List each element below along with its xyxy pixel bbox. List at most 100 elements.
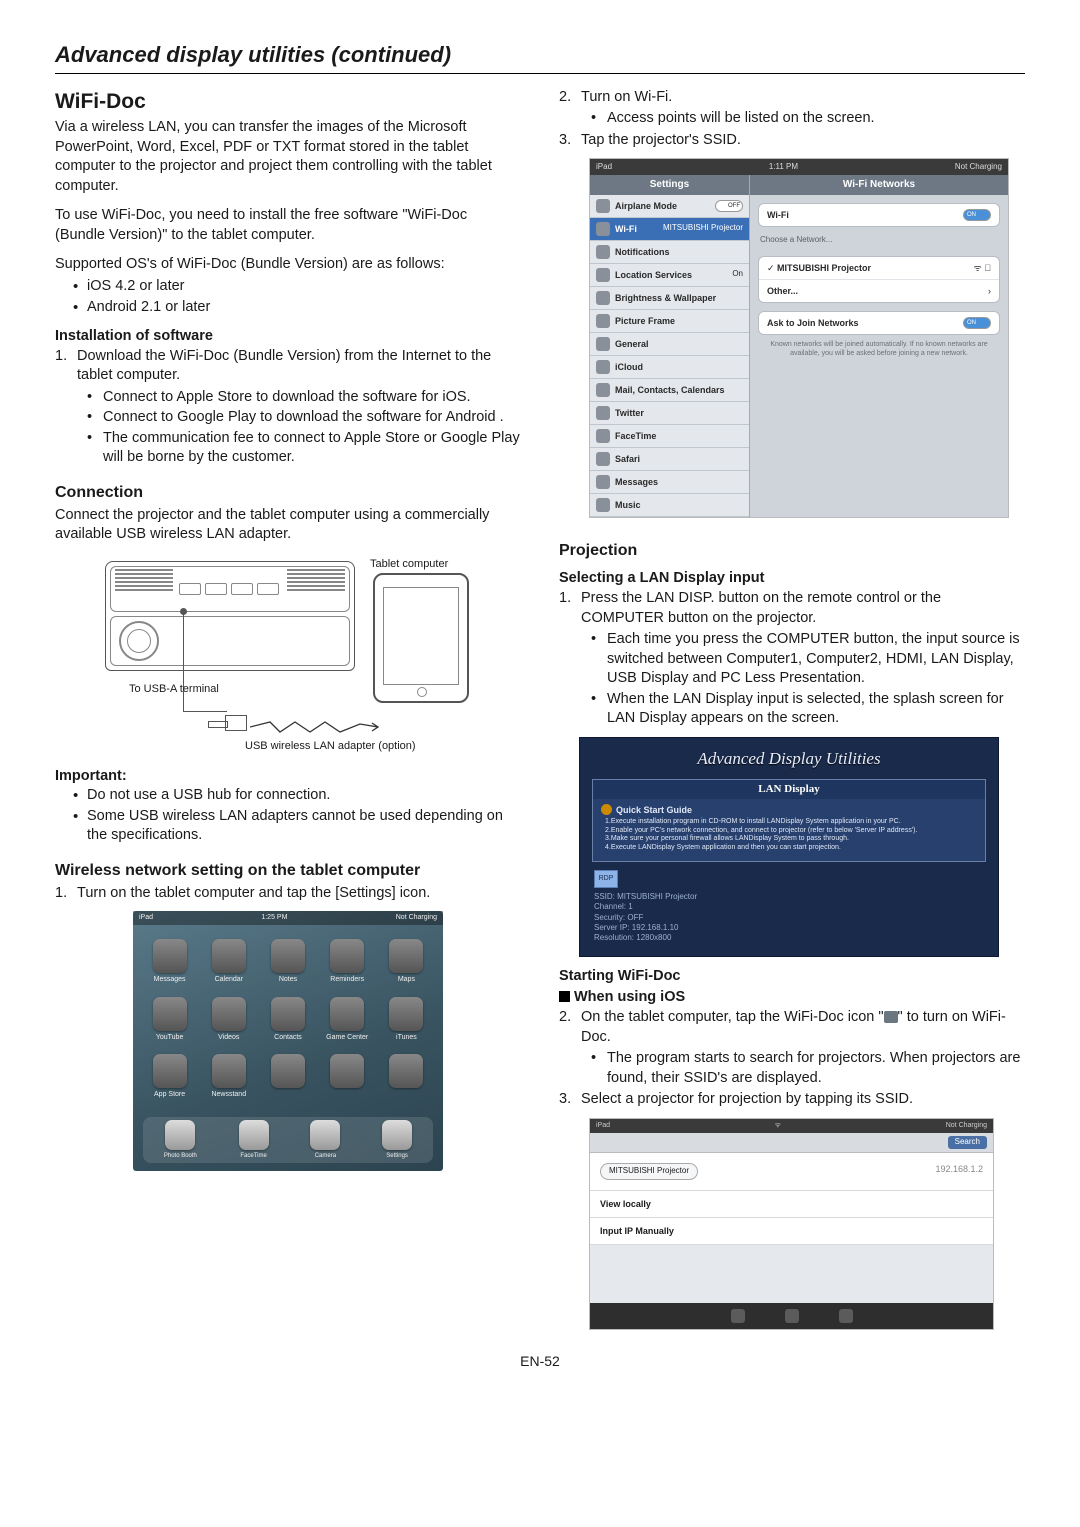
wifi-value: MITSUBISHI Projector (663, 223, 743, 234)
app-icon (389, 1054, 423, 1088)
row-picture-frame[interactable]: Picture Frame (590, 310, 749, 333)
app-blank[interactable] (384, 1054, 429, 1099)
splash-channel: Channel: 1 (594, 902, 984, 912)
ssid-projector-row[interactable]: MITSUBISHI Projector192.168.1.2 (590, 1153, 993, 1191)
app-label: Videos (218, 1033, 239, 1042)
wireless-step-1: 1.Turn on the tablet computer and tap th… (55, 884, 521, 904)
intro-paragraph: Via a wireless LAN, you can transfer the… (55, 118, 521, 196)
wifi-status-bar: iPad 1:11 PM Not Charging (590, 159, 1008, 175)
row-wifi[interactable]: Wi-FiMITSUBISHI Projector (590, 218, 749, 241)
ws-status-l: iPad (596, 162, 612, 173)
app-icon (153, 1054, 187, 1088)
dock-app-Camera[interactable]: Camera (310, 1120, 340, 1160)
wireless-step-1-text: Turn on the tablet computer and tap the … (77, 885, 430, 901)
row-facetime[interactable]: FaceTime (590, 425, 749, 448)
ssid-view-locally[interactable]: View locally (590, 1191, 993, 1218)
app-Videos[interactable]: Videos (206, 997, 251, 1042)
wireless-steps: 1.Turn on the tablet computer and tap th… (55, 884, 521, 904)
network-projector[interactable]: ✓ MITSUBISHI Projectorᯤ ⃝ (759, 257, 999, 280)
app-label: Newsstand (211, 1090, 246, 1099)
os-lead: Supported OS's of WiFi-Doc (Bundle Versi… (55, 255, 521, 275)
row-location[interactable]: Location ServicesOn (590, 264, 749, 287)
notifications-icon (596, 245, 610, 259)
app-icon (330, 997, 364, 1031)
search-button[interactable]: Search (948, 1136, 987, 1149)
wifi-toggle-row[interactable]: Wi-FiON (759, 204, 999, 226)
ask-join-row[interactable]: Ask to Join NetworksON (759, 312, 999, 334)
splash-security: Security: OFF (594, 913, 984, 923)
ws-status-c: 1:11 PM (769, 162, 798, 173)
splash-s1: 1.Execute installation program in CD-ROM… (605, 818, 977, 827)
app-icon (389, 939, 423, 973)
splash-s2: 2.Enable your PC's network connection, a… (605, 827, 977, 836)
notif-label: Notifications (615, 246, 670, 258)
splash-res: Resolution: 1280x800 (594, 933, 984, 943)
dock-app-FaceTime[interactable]: FaceTime (239, 1120, 269, 1160)
right-top-steps: 2.Turn on Wi-Fi. Access points will be l… (559, 88, 1025, 151)
app-icon (389, 997, 423, 1031)
connection-diagram: To USB-A terminal USB wireless LAN adapt… (55, 555, 475, 755)
important-list: Do not use a USB hub for connection. Som… (55, 786, 521, 846)
ask-note: Known networks will be joined automatica… (750, 339, 1008, 364)
app-icon (153, 997, 187, 1031)
ssid-input-manually[interactable]: Input IP Manually (590, 1218, 993, 1245)
app-Calendar[interactable]: Calendar (206, 939, 251, 984)
app-label: Messages (154, 975, 186, 984)
ws-status-r: Not Charging (955, 162, 1002, 173)
app-Contacts[interactable]: Contacts (265, 997, 310, 1042)
app-Newsstand[interactable]: Newsstand (206, 1054, 251, 1099)
app-icon (153, 939, 187, 973)
dock-app-Settings[interactable]: Settings (382, 1120, 412, 1160)
wifi-on-toggle[interactable]: ON (963, 209, 991, 221)
app-App Store[interactable]: App Store (147, 1054, 192, 1099)
adapter-icon (225, 715, 247, 731)
os-android: Android 2.1 or later (73, 298, 521, 318)
row-notifications[interactable]: Notifications (590, 241, 749, 264)
row-music[interactable]: Music (590, 494, 749, 517)
mus-label: Music (615, 499, 641, 511)
loc-label: Location Services (615, 269, 692, 281)
picture-frame-icon (596, 314, 610, 328)
airplane-toggle[interactable]: OFF (715, 200, 743, 212)
splash-steps: 1.Execute installation program in CD-ROM… (601, 818, 977, 853)
splash-title: Advanced Display Utilities (580, 738, 998, 779)
ssid-toolbar: Search (590, 1133, 993, 1153)
step-tap-ssid: 3.Tap the projector's SSID. (559, 131, 1025, 151)
chevron-right-icon: › (988, 285, 991, 297)
install-step-1: 1.Download the WiFi-Doc (Bundle Version)… (55, 347, 521, 468)
app-Reminders[interactable]: Reminders (325, 939, 370, 984)
ask-toggle[interactable]: ON (963, 317, 991, 329)
input-manually-label: Input IP Manually (600, 1225, 674, 1237)
network-other[interactable]: Other... › (759, 280, 999, 302)
dock-app-Photo Booth[interactable]: Photo Booth (164, 1120, 197, 1160)
tablet-icon (373, 573, 469, 703)
app-YouTube[interactable]: YouTube (147, 997, 192, 1042)
other-label: Other... (767, 285, 798, 297)
app-label: Contacts (274, 1033, 302, 1042)
row-messages[interactable]: Messages (590, 471, 749, 494)
row-icloud[interactable]: iCloud (590, 356, 749, 379)
app-Notes[interactable]: Notes (265, 939, 310, 984)
os-ios: iOS 4.2 or later (73, 277, 521, 297)
app-Maps[interactable]: Maps (384, 939, 429, 984)
row-safari[interactable]: Safari (590, 448, 749, 471)
app-Game Center[interactable]: Game Center (325, 997, 370, 1042)
app-blank[interactable] (325, 1054, 370, 1099)
row-twitter[interactable]: Twitter (590, 402, 749, 425)
lens-icon (119, 621, 159, 661)
ss-status-l: iPad (596, 1121, 610, 1130)
row-airplane[interactable]: Airplane ModeOFF (590, 195, 749, 218)
install-steps: 1.Download the WiFi-Doc (Bundle Version)… (55, 347, 521, 468)
row-mail[interactable]: Mail, Contacts, Calendars (590, 379, 749, 402)
dock-icon (731, 1309, 745, 1323)
row-general[interactable]: General (590, 333, 749, 356)
lan-steps: 1.Press the LAN DISP. button on the remo… (559, 589, 1025, 729)
app-iTunes[interactable]: iTunes (384, 997, 429, 1042)
row-brightness[interactable]: Brightness & Wallpaper (590, 287, 749, 310)
app-Messages[interactable]: Messages (147, 939, 192, 984)
step-2-sub: Access points will be listed on the scre… (591, 109, 1025, 129)
app-blank[interactable] (265, 1054, 310, 1099)
diagram-line2 (183, 711, 227, 712)
ios-step-3: 3.Select a projector for projection by t… (559, 1090, 1025, 1110)
app-label: Photo Booth (164, 1152, 197, 1160)
